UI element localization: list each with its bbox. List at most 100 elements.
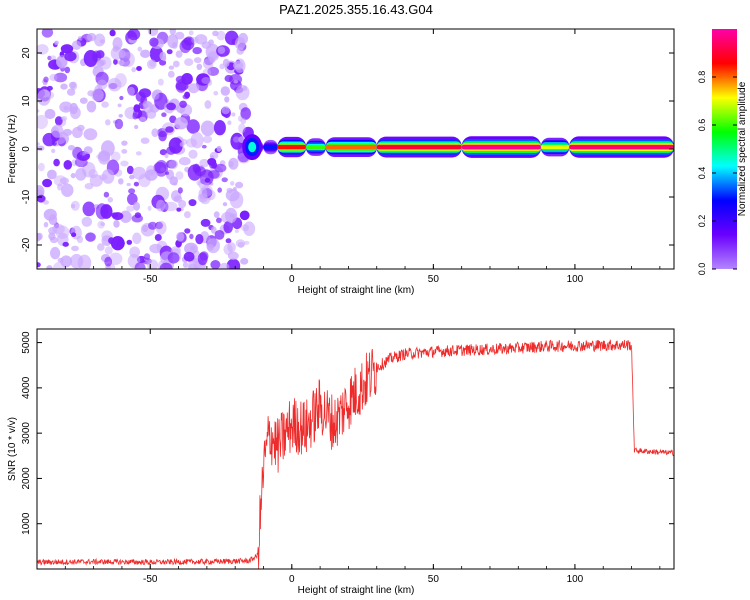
noise-blob xyxy=(227,251,239,260)
noise-blob xyxy=(184,91,191,99)
noise-blob xyxy=(207,66,219,76)
colorbar-label: Normalized spectral amplitude xyxy=(737,81,748,216)
noise-blob xyxy=(114,118,124,130)
noise-blob xyxy=(147,205,152,211)
noise-blob xyxy=(46,265,53,269)
noise-blob xyxy=(118,114,123,118)
snr-y-ticks: 1000 2000 3000 4000 5000 xyxy=(21,331,674,535)
noise-blob xyxy=(49,73,58,82)
x-tick-label: 50 xyxy=(428,574,440,585)
noise-blob xyxy=(128,188,136,195)
noise-blob xyxy=(104,246,113,255)
noise-blob xyxy=(201,184,213,197)
noise-blob xyxy=(204,100,212,109)
noise-blob xyxy=(37,114,48,130)
noise-blob xyxy=(61,183,74,197)
y-tick-label: 1000 xyxy=(21,512,32,535)
y-tick-label: 2000 xyxy=(21,467,32,490)
noise-blob xyxy=(151,128,159,138)
noise-blob xyxy=(62,241,69,247)
noise-blob xyxy=(135,151,142,156)
noise-blob xyxy=(83,128,98,141)
noise-blob xyxy=(176,207,182,212)
noise-blob xyxy=(48,214,58,226)
spectrogram-x-ticks: -50 0 50 100 xyxy=(36,29,661,285)
noise-blob xyxy=(233,79,239,84)
noise-blob xyxy=(88,169,98,179)
snr-frame xyxy=(37,329,674,569)
y-tick-label: 5000 xyxy=(21,331,32,354)
noise-blob xyxy=(216,30,226,41)
noise-blob xyxy=(110,151,121,162)
noise-blob xyxy=(133,181,139,187)
x-tick-label: -50 xyxy=(143,574,158,585)
spectrogram-panel: -50 0 50 100 -20 -10 0 10 20 Height of straight… xyxy=(7,28,675,296)
noise-blob xyxy=(167,252,180,264)
noise-blob xyxy=(81,216,93,227)
noise-blob xyxy=(166,102,177,111)
noise-blob xyxy=(195,234,204,245)
noise-blob xyxy=(138,88,152,98)
noise-blob xyxy=(120,160,129,167)
noise-blob xyxy=(240,258,249,265)
noise-blob xyxy=(118,178,124,185)
noise-blob xyxy=(133,104,141,113)
noise-blob xyxy=(183,251,195,262)
noise-blob xyxy=(190,245,196,251)
noise-blob xyxy=(109,252,123,265)
noise-blob xyxy=(224,74,233,83)
noise-blob xyxy=(41,29,54,38)
noise-blob xyxy=(71,245,79,252)
noise-blob xyxy=(37,262,41,268)
noise-blob xyxy=(221,177,228,183)
spectrogram-y-ticks: -20 -10 0 10 20 xyxy=(21,47,674,252)
noise-blob xyxy=(196,73,211,86)
y-tick-label: 10 xyxy=(21,95,32,107)
noise-blob xyxy=(127,29,141,41)
noise-blob xyxy=(201,77,212,84)
snr-x-label: Height of straight line (km) xyxy=(298,585,415,596)
noise-blob xyxy=(210,226,217,234)
noise-blob xyxy=(233,60,244,70)
noise-blob xyxy=(166,49,173,55)
noise-blob xyxy=(213,120,226,136)
noise-blob xyxy=(182,261,189,268)
noise-blob xyxy=(162,55,167,62)
noise-blob xyxy=(137,46,143,52)
noise-blob xyxy=(221,106,230,115)
noise-blob xyxy=(174,117,188,130)
noise-blob xyxy=(148,221,158,230)
noise-blob xyxy=(129,174,135,180)
noise-blob xyxy=(49,55,57,60)
noise-blob xyxy=(38,162,45,172)
noise-blob xyxy=(64,51,77,62)
noise-blob xyxy=(86,33,97,42)
noise-blob xyxy=(191,36,199,44)
noise-blob xyxy=(62,128,73,136)
x-tick-label: 0 xyxy=(289,574,295,585)
noise-blob xyxy=(219,63,225,70)
snr-border xyxy=(36,328,675,570)
noise-blob xyxy=(202,135,213,144)
noise-blob xyxy=(212,30,219,37)
noise-blob xyxy=(103,191,110,198)
noise-blob xyxy=(243,221,256,236)
noise-blob xyxy=(101,169,115,184)
noise-blob xyxy=(167,34,179,49)
noise-blob xyxy=(49,236,59,244)
noise-blob xyxy=(178,200,187,208)
noise-blob xyxy=(134,124,139,130)
noise-blob xyxy=(143,253,151,260)
noise-blob xyxy=(82,201,96,217)
colorbar-gradient xyxy=(712,29,737,269)
noise-blob xyxy=(219,262,230,269)
ridge-segment xyxy=(306,145,326,149)
ridge-segment xyxy=(277,144,306,150)
y-tick-label: 4000 xyxy=(21,376,32,399)
colorbar-ticks: 0.0 0.2 0.4 0.6 0.8 xyxy=(697,71,737,275)
noise-blob xyxy=(51,124,64,138)
noise-blob xyxy=(84,183,94,190)
noise-blob xyxy=(214,163,227,173)
noise-blob xyxy=(175,79,187,93)
noise-blob xyxy=(69,253,84,269)
